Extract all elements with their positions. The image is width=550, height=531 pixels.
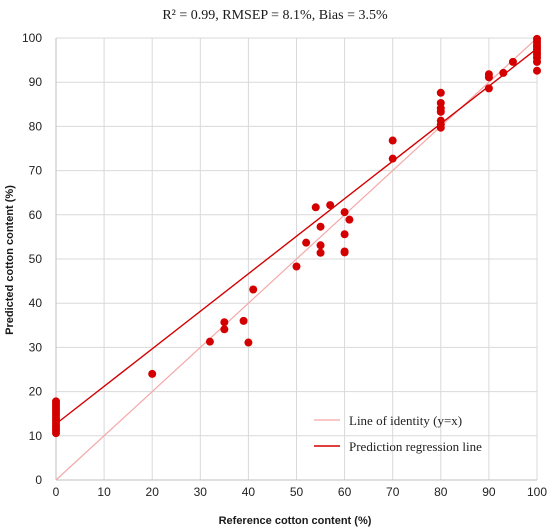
data-point <box>533 66 541 75</box>
data-point <box>436 107 445 116</box>
data-point <box>340 248 349 257</box>
data-point <box>316 241 325 250</box>
x-tick-label: 70 <box>386 485 400 499</box>
data-point <box>499 68 508 77</box>
y-tick-label: 80 <box>29 119 43 133</box>
data-point <box>302 238 311 247</box>
data-point <box>205 337 214 346</box>
data-point <box>340 230 349 239</box>
y-tick-label: 50 <box>29 252 43 266</box>
data-point <box>316 222 325 231</box>
legend-regression-label: Prediction regression line <box>349 439 482 454</box>
x-tick-label: 60 <box>338 485 352 499</box>
legend-identity-label: Line of identity (y=x) <box>349 413 462 428</box>
x-tick-label: 0 <box>53 485 60 499</box>
data-point <box>340 208 349 217</box>
y-tick-label: 0 <box>35 473 42 487</box>
y-tick-label: 10 <box>29 429 43 443</box>
data-point <box>388 136 397 145</box>
x-tick-label: 10 <box>97 485 111 499</box>
y-axis-label: Predicted cotton content (%) <box>4 185 16 335</box>
data-point <box>220 318 229 327</box>
x-axis-label: Reference cotton content (%) <box>219 515 372 527</box>
x-tick-label: 90 <box>482 485 496 499</box>
y-tick-label: 30 <box>29 340 43 354</box>
data-point <box>148 369 157 378</box>
data-point <box>239 316 248 325</box>
x-tick-label: 100 <box>527 485 547 499</box>
data-point <box>388 154 397 163</box>
y-tick-label: 60 <box>29 208 43 222</box>
data-point <box>345 215 354 224</box>
x-tick-label: 50 <box>290 485 304 499</box>
data-point <box>436 123 445 132</box>
y-tick-label: 40 <box>29 296 43 310</box>
data-point <box>220 325 229 334</box>
x-tick-label: 30 <box>194 485 208 499</box>
reference-lines <box>55 37 538 481</box>
tick-labels: 0 10 20 30 40 50 60 70 80 90 100 0 10 20 30 40 50 60 70 80 9… <box>22 31 547 499</box>
grid <box>56 37 538 480</box>
legend: Line of identity (y=x) Prediction regres… <box>314 413 482 454</box>
y-tick-label: 70 <box>29 164 43 178</box>
chart-title: R² = 0.99, RMSEP = 8.1%, Bias = 3.5% <box>162 8 388 23</box>
data-point <box>249 285 258 294</box>
data-point <box>533 57 541 66</box>
y-tick-label: 100 <box>22 31 42 45</box>
data-point <box>311 203 320 212</box>
x-tick-label: 40 <box>242 485 256 499</box>
x-tick-label: 80 <box>434 485 448 499</box>
data-point <box>292 262 301 271</box>
data-point <box>436 88 445 97</box>
data-point <box>484 84 493 93</box>
data-point <box>484 73 493 82</box>
y-tick-label: 20 <box>29 385 43 399</box>
data-points <box>52 34 541 438</box>
data-point <box>244 338 253 347</box>
data-point <box>316 248 325 257</box>
y-tick-label: 90 <box>29 75 43 89</box>
data-point <box>326 201 335 210</box>
regression-line <box>55 48 538 425</box>
data-point <box>508 57 517 66</box>
x-tick-label: 20 <box>146 485 160 499</box>
data-point <box>52 397 60 406</box>
